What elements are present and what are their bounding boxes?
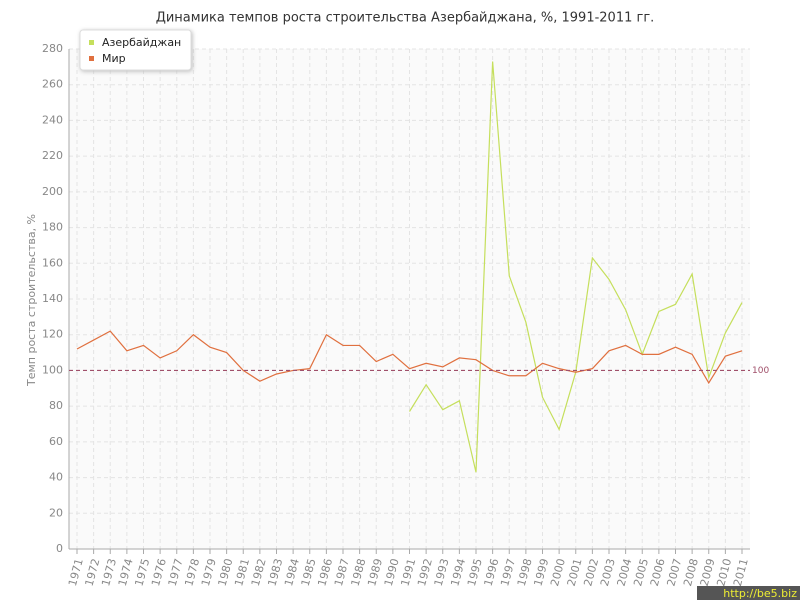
chart-title: Динамика темпов роста строительства Азер… (156, 11, 655, 26)
legend: Азербайджан Мир (79, 29, 192, 71)
watermark: http://be5.biz (723, 587, 797, 600)
reference-label: 100 (752, 366, 769, 376)
y-tick-label: 120 (42, 328, 63, 341)
y-tick-label: 140 (42, 292, 63, 305)
y-tick-label: 100 (42, 363, 63, 376)
y-tick-label: 240 (42, 113, 63, 126)
y-tick-label: 280 (42, 42, 63, 55)
legend-label: Азербайджан (102, 36, 181, 49)
y-tick-label: 60 (49, 435, 63, 448)
y-tick-label: 220 (42, 149, 63, 162)
y-tick-label: 180 (42, 221, 63, 234)
legend-box (79, 29, 192, 71)
y-tick-label: 200 (42, 185, 63, 198)
legend-label: Мир (102, 52, 126, 65)
y-tick-label: 160 (42, 256, 63, 269)
y-tick-label: 0 (56, 542, 63, 555)
watermark-bg (697, 586, 800, 600)
legend-swatch (89, 40, 94, 45)
y-tick-label: 260 (42, 78, 63, 91)
x-tick-label: 2011 (731, 557, 751, 587)
legend-swatch (89, 56, 94, 61)
y-tick-label: 40 (49, 471, 63, 484)
y-tick-label: 20 (49, 506, 63, 519)
series-line (76, 330, 743, 385)
y-tick-label: 80 (49, 399, 63, 412)
y-axis-label: Темп роста строительства, % (25, 214, 38, 387)
plot-area (69, 49, 750, 549)
